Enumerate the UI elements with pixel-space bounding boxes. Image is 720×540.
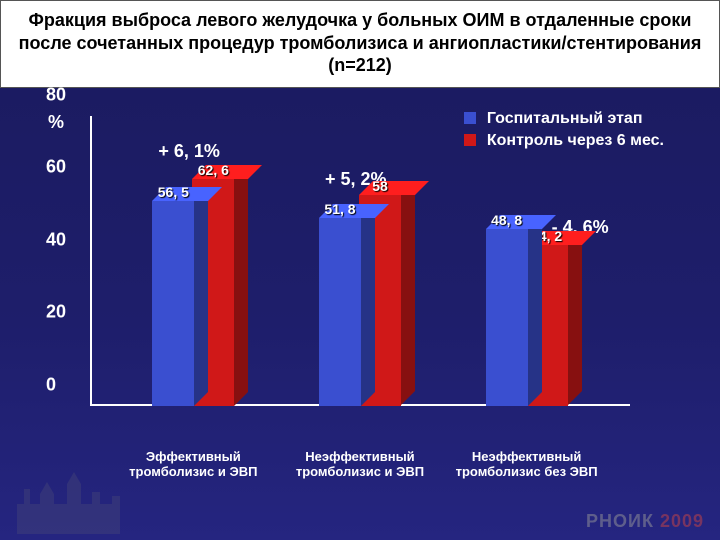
- bar-value-label: 62, 6: [198, 162, 229, 178]
- y-tick: 80: [46, 84, 66, 105]
- title-box: Фракция выброса левого желудочка у больн…: [0, 0, 720, 88]
- bar-value-label: 56, 5: [158, 184, 189, 200]
- chart-area: % Госпитальный этап Контроль через 6 мес…: [0, 116, 720, 476]
- bar: 51, 8: [319, 218, 361, 406]
- bar-value-label: 48, 8: [491, 212, 522, 228]
- bar: 56, 5: [152, 201, 194, 406]
- bar-group: + 5, 2%51, 858: [285, 195, 435, 405]
- y-axis-label: %: [48, 112, 64, 133]
- x-labels: Эффективный тромболизис и ЭВПНеэффективн…: [110, 450, 610, 480]
- x-axis-label: Неэффективный тромболизис и ЭВП: [280, 450, 440, 480]
- slide-title: Фракция выброса левого желудочка у больн…: [15, 9, 705, 77]
- bar-groups: + 6, 1%56, 562, 6+ 5, 2%51, 858- 4, 6%48…: [110, 116, 610, 406]
- bar-value-label: 51, 8: [324, 201, 355, 217]
- bar: 48, 8: [486, 229, 528, 406]
- x-axis-label: Эффективный тромболизис и ЭВП: [113, 450, 273, 480]
- footer-org: РНОИК: [586, 511, 654, 531]
- delta-label: + 6, 1%: [158, 141, 220, 162]
- bar-value-label: 58: [372, 178, 388, 194]
- footer-year: 2009: [660, 511, 704, 531]
- y-tick: 20: [46, 302, 66, 323]
- footer-logo: РНОИК 2009: [586, 511, 704, 532]
- x-axis-label: Неэффективный тромболизис без ЭВП: [447, 450, 607, 480]
- kremlin-silhouette-icon: [12, 464, 132, 534]
- y-tick: 60: [46, 157, 66, 178]
- y-tick: 0: [46, 374, 56, 395]
- bar-group: - 4, 6%48, 844, 2: [452, 229, 602, 406]
- y-axis: [90, 116, 92, 406]
- y-tick: 40: [46, 229, 66, 250]
- bar-group: + 6, 1%56, 562, 6: [118, 179, 268, 406]
- plot-area: + 6, 1%56, 562, 6+ 5, 2%51, 858- 4, 6%48…: [90, 116, 630, 406]
